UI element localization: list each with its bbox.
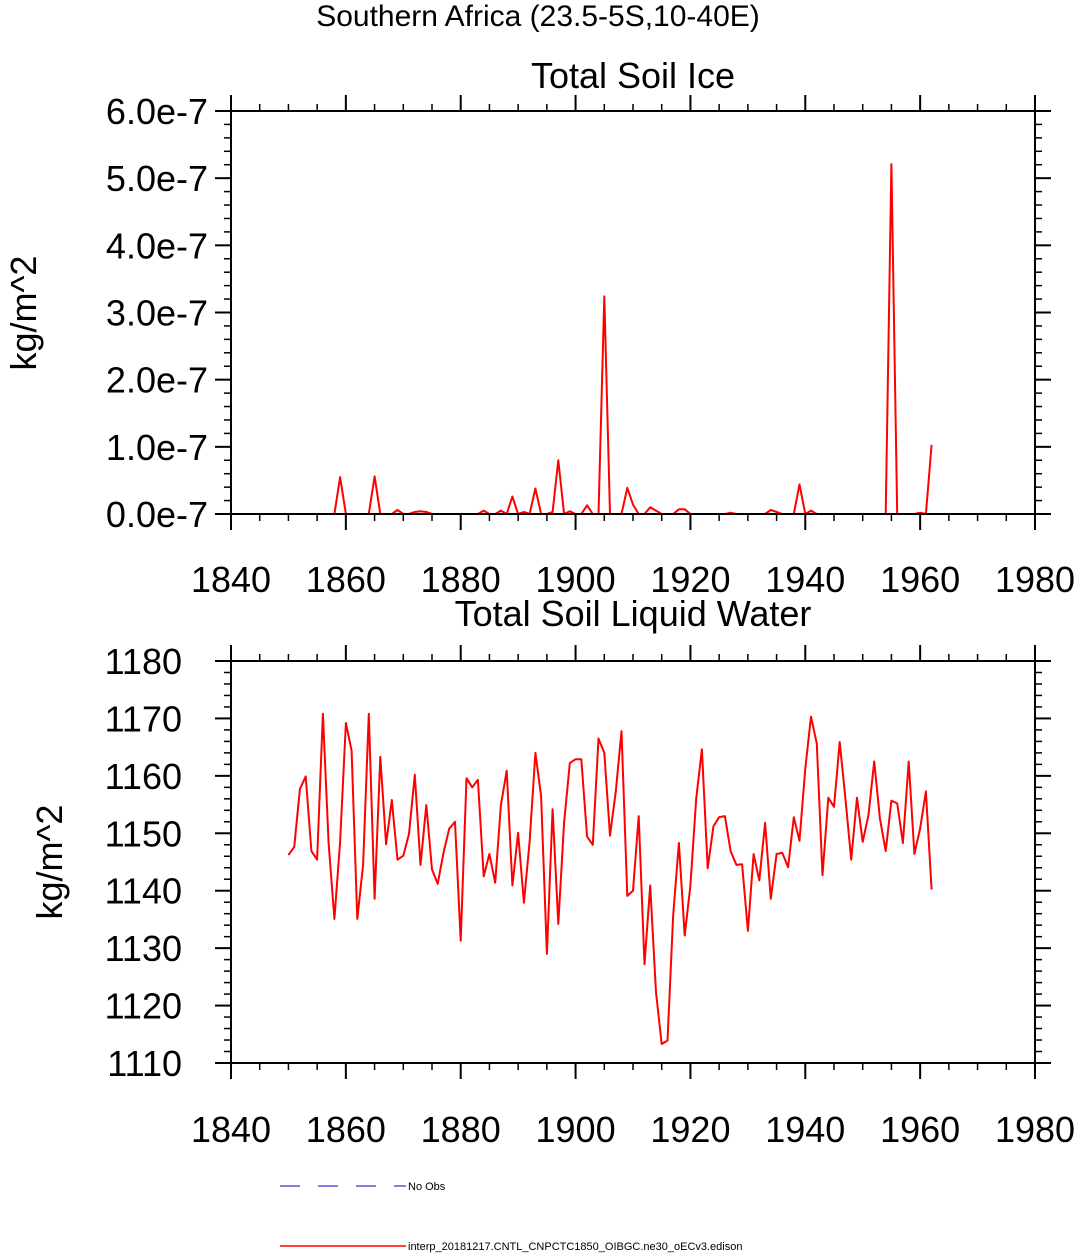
- x-tick-label: 1840: [191, 559, 271, 600]
- x-tick-label: 1860: [306, 559, 386, 600]
- y-tick-label: 1180: [105, 641, 182, 682]
- y-axis-label: kg/m^2: [3, 256, 44, 371]
- x-tick-label: 1860: [306, 1109, 386, 1150]
- chart-title: Total Soil Liquid Water: [455, 593, 812, 634]
- y-tick-label: 0.0e-7: [106, 494, 208, 535]
- plot-frame: [230, 110, 1036, 515]
- x-tick-label: 1940: [765, 559, 845, 600]
- y-tick-label: 5.0e-7: [106, 158, 208, 199]
- legend-label: No Obs: [408, 1181, 446, 1193]
- y-tick-label: 1160: [105, 756, 182, 797]
- axis-ticks: [215, 95, 1051, 530]
- plot-area: [287, 712, 933, 1045]
- x-tick-label: 1920: [650, 1109, 730, 1150]
- y-tick-label: 1140: [105, 871, 182, 912]
- x-tick-label: 1880: [421, 1109, 501, 1150]
- y-tick-label: 3.0e-7: [106, 293, 208, 334]
- x-tick-label: 1980: [995, 559, 1075, 600]
- x-tick-label: 1940: [765, 1109, 845, 1150]
- y-tick-labels: 0.0e-7 1.0e-7 2.0e-7 3.0e-7 4.0e-7 5.0e-7 6.0e…: [106, 91, 208, 535]
- series-line: [288, 163, 933, 515]
- y-tick-label: 2.0e-7: [106, 360, 208, 401]
- x-tick-label: 1960: [880, 559, 960, 600]
- legend-entry-model: interp_20181217.CNTL_CNPCTC1850_OIBGC.ne…: [280, 1241, 742, 1253]
- figure-title: Southern Africa (23.5-5S,10-40E): [316, 0, 760, 33]
- y-tick-label: 6.0e-7: [106, 91, 208, 132]
- x-tick-label: 1900: [536, 559, 616, 600]
- y-tick-label: 1120: [105, 986, 182, 1027]
- chart-title: Total Soil Ice: [531, 55, 735, 96]
- plot-frame: [230, 660, 1036, 1064]
- y-tick-label: 1170: [105, 698, 182, 739]
- series-line: [287, 712, 933, 1045]
- x-tick-labels: 1840 1860 1880 1900 1920 1940 1960 1980: [191, 559, 1075, 600]
- plot-area: [288, 163, 933, 515]
- x-tick-label: 1900: [536, 1109, 616, 1150]
- x-tick-label: 1980: [995, 1109, 1075, 1150]
- x-tick-labels: 1840 1860 1880 1900 1920 1940 1960 1980: [191, 1109, 1075, 1150]
- y-tick-labels: 1110 1120 1130 1140 1150 1160 1170 1180: [105, 641, 182, 1084]
- x-tick-label: 1840: [191, 1109, 271, 1150]
- y-tick-label: 1.0e-7: [106, 427, 208, 468]
- y-axis-label: kg/m^2: [29, 805, 70, 920]
- y-tick-label: 1150: [105, 813, 182, 854]
- x-tick-label: 1960: [880, 1109, 960, 1150]
- y-tick-label: 1130: [105, 928, 182, 969]
- legend-entry-no-obs: No Obs: [280, 1181, 446, 1193]
- legend: No Obs interp_20181217.CNTL_CNPCTC1850_O…: [280, 1181, 742, 1253]
- chart-total-soil-ice: Total Soil Ice kg/m^2 1840 1860 1880 1900 19…: [3, 55, 1075, 600]
- chart-total-soil-liquid-water: Total Soil Liquid Water kg/m^2 1840 1860 1…: [29, 593, 1075, 1150]
- axis-ticks: [215, 645, 1051, 1079]
- legend-label: interp_20181217.CNTL_CNPCTC1850_OIBGC.ne…: [408, 1241, 742, 1253]
- y-tick-label: 1110: [107, 1043, 182, 1084]
- x-tick-label: 1880: [421, 559, 501, 600]
- x-tick-label: 1920: [650, 559, 730, 600]
- y-tick-label: 4.0e-7: [106, 225, 208, 266]
